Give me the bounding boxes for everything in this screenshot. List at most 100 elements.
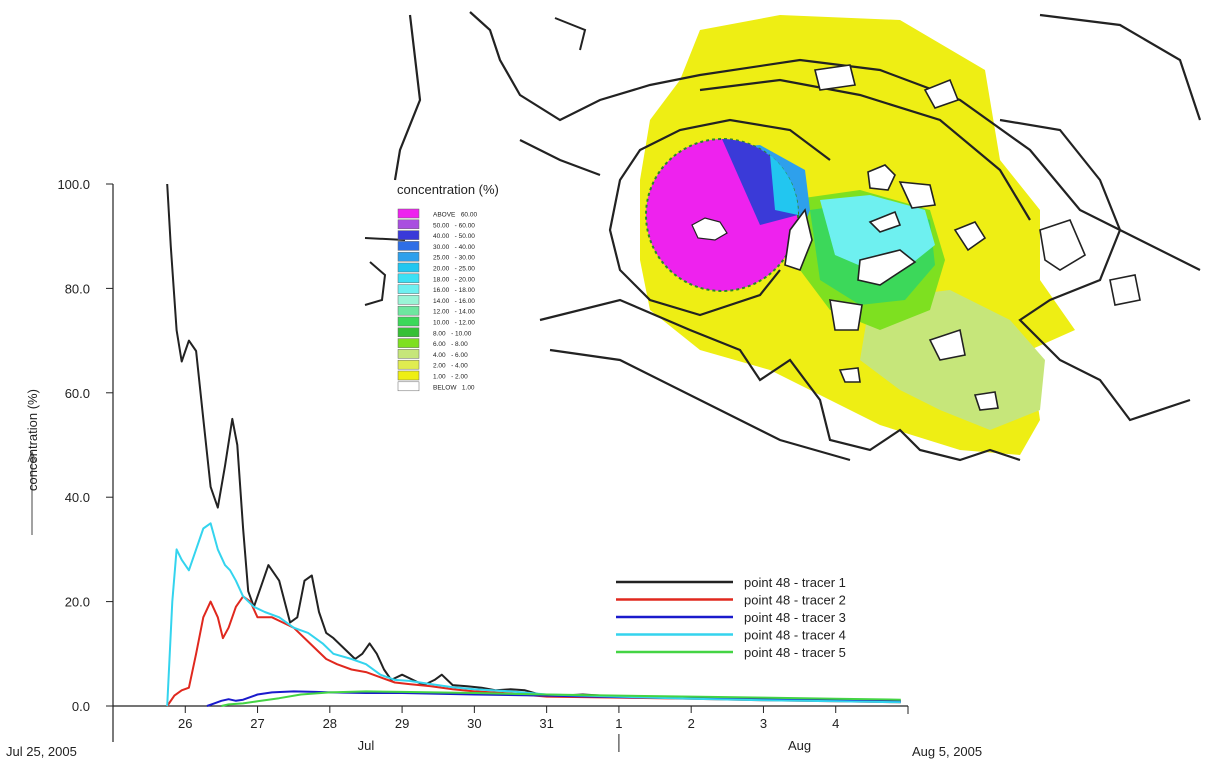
y-tick-label: 60.0 [65,386,90,401]
map-legend-swatch [397,359,420,370]
y-tick-label: 80.0 [65,281,90,296]
map-legend-items: ABOVE 60.00 50.00 - 60.00 40.00 - 50.00 30.… [397,208,477,392]
map-island-in-circle [691,217,728,241]
y-ticks: 0.0 20.0 40.0 60.0 80.0 100.0 [57,177,113,714]
map-legend-swatch [397,273,420,284]
concentration-map: concentration (%) ABOVE 60.00 50.00 - 60.… [364,11,1202,462]
series-line-tracer-4 [166,522,901,707]
chart-series [166,183,901,707]
map-field-cyan [820,195,935,270]
map-legend-swatch [397,327,420,338]
island-2 [784,208,813,271]
map-islands [784,64,1141,411]
map-legend-swatch [397,262,420,273]
x-ticks: 26 27 28 29 30 31 1 2 3 4 [112,706,909,752]
map-legend-label: 4.00 - 6.00 [433,352,468,359]
island-1 [867,164,896,191]
month-labels: Jul Aug [358,738,812,753]
map-legend-swatch [397,230,420,240]
coastline-channel [699,78,1031,221]
y-label-arrowhead [27,450,37,463]
map-coastlines [393,11,1202,462]
x-tick-label: 26 [178,716,192,731]
x-tick-label: 2 [688,716,695,731]
island-10 [868,210,902,233]
coastline-nw-spit [519,139,601,177]
coastline-south [539,298,1021,462]
coastline-inner-bay [608,118,831,317]
map-legend-swatch [397,251,420,262]
y-tick-label: 40.0 [65,490,90,505]
island-4 [898,181,936,209]
legend-label-tracer-1: point 48 - tracer 1 [744,575,846,590]
coastline-east [999,118,1191,422]
map-legend-label: 2.00 - 4.00 [433,363,468,370]
map-legend-label: 20.00 - 25.00 [433,266,475,273]
island-9 [838,367,861,383]
map-source-cyan-sector [770,155,799,215]
map-legend-label: 50.00 - 60.00 [433,222,475,229]
map-legend-label: 18.00 - 20.00 [433,276,475,283]
x-tick-label: 4 [832,716,839,731]
legend-label-tracer-5: point 48 - tracer 5 [744,645,846,660]
coastline-top-hook [554,17,587,51]
island-5 [953,221,987,252]
x-tick-label: 27 [250,716,264,731]
map-legend-swatch [397,316,420,327]
x-tick-label: 3 [760,716,767,731]
island-6 [829,299,863,331]
map-legend-swatch [397,349,420,359]
island-11 [923,78,960,109]
map-legend-swatch [397,295,420,305]
map-legend-label: 1.00 - 2.00 [433,374,468,381]
x-tick-label: 31 [539,716,553,731]
legend-label-tracer-2: point 48 - tracer 2 [744,593,846,608]
island-14 [1109,274,1141,306]
coastline-ne [1039,13,1202,121]
legend-label-tracer-3: point 48 - tracer 3 [744,610,846,625]
y-tick-label: 0.0 [72,699,90,714]
map-legend-label: 25.00 - 30.00 [433,255,475,262]
map-legend-label: 30.00 - 40.00 [433,244,475,251]
series-line-tracer-1 [166,183,901,703]
map-legend-label: BELOW 1.00 [433,384,475,391]
map-legend-swatch [397,241,420,251]
x-tick-label: 28 [323,716,337,731]
concentration-chart: 0.0 20.0 40.0 60.0 80.0 100.0 26 27 28 29 30 31 1 2 3… [6,177,982,759]
legend-label-tracer-4: point 48 - tracer 4 [744,628,846,643]
map-legend-label: ABOVE 60.00 [433,212,477,219]
map-legend: concentration (%) ABOVE 60.00 50.00 - 60.… [397,182,499,391]
y-axis-label: concentration (%) [25,389,40,491]
x-tick-label: 1 [615,716,622,731]
map-legend-swatch [397,219,420,230]
island-7 [928,328,966,361]
island-12 [814,64,856,91]
chart-legend: point 48 - tracer 1 point 48 - tracer 2 po… [616,575,846,660]
map-legend-swatch [397,381,420,392]
x-start-date-label: Jul 25, 2005 [6,744,77,759]
coastline-outer [393,14,422,181]
coastline-north [469,11,1201,271]
map-legend-label: 8.00 - 10.00 [433,330,472,337]
map-legend-swatch [397,338,420,348]
x-end-date-label: Aug 5, 2005 [912,744,982,759]
coastline-west [549,348,851,462]
y-tick-label: 20.0 [65,595,90,610]
month-label: Aug [788,738,811,753]
map-legend-label: 40.00 - 50.00 [433,233,475,240]
map-legend-swatch [397,284,420,294]
x-tick-label: 29 [395,716,409,731]
map-legend-swatch [397,208,420,219]
island-13 [1039,219,1087,271]
map-legend-label: 14.00 - 16.00 [433,298,475,305]
month-label: Jul [358,738,375,753]
coastline-west-hook [364,261,387,306]
map-legend-label: 10.00 - 12.00 [433,320,475,327]
y-tick-label: 100.0 [57,177,90,192]
series-line-tracer-5 [221,690,901,707]
map-field-light-green [860,290,1045,430]
map-legend-label: 6.00 - 8.00 [433,341,468,348]
map-legend-label: 16.00 - 18.00 [433,287,475,294]
